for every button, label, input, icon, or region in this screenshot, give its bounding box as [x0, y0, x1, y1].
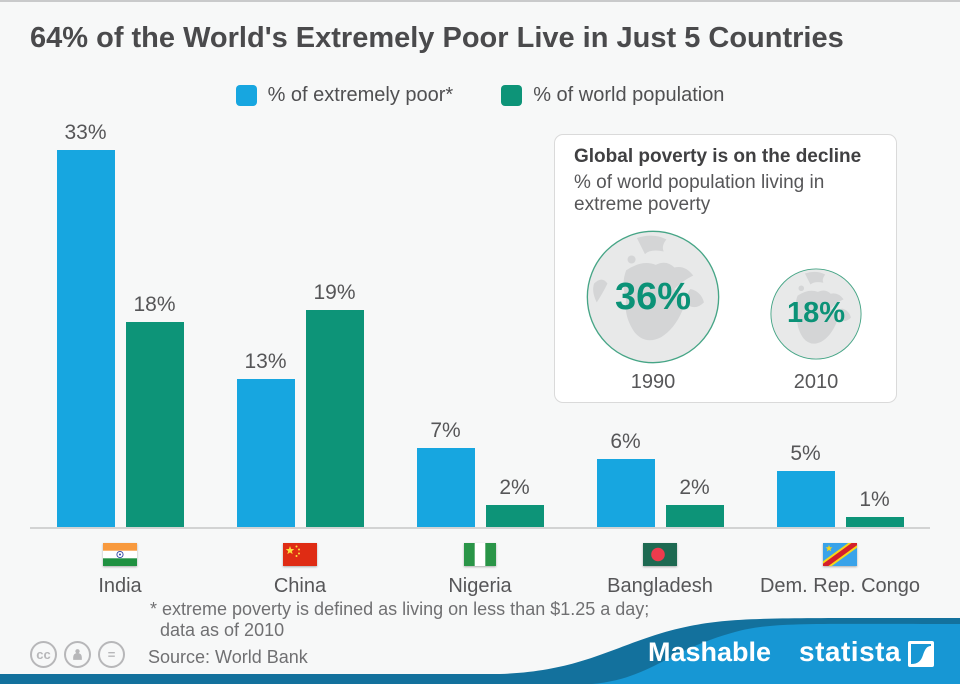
bar-value-india-extremely-poor: 33%: [64, 121, 107, 144]
bar-india-extremely-poor: [56, 150, 115, 528]
globe-2010: 18%: [770, 268, 862, 360]
dr-congo-flag-icon: [823, 543, 857, 566]
statista-wordmark[interactable]: statista: [799, 636, 902, 667]
inset-title: Global poverty is on the decline: [574, 146, 862, 167]
bar-group-bangladesh: 6% 2%: [596, 0, 724, 528]
country-label: Dem. Rep. Congo: [759, 575, 921, 597]
poverty-rate-2010: 18%: [786, 297, 846, 329]
legend-label-extremely-poor: % of extremely poor*: [267, 84, 454, 106]
country-cell-congo: Dem. Rep. Congo: [755, 543, 925, 598]
china-flag-icon: [283, 543, 317, 566]
country-label: India: [98, 575, 142, 597]
country-label: Nigeria: [448, 575, 512, 597]
country-cell-china: China: [215, 543, 385, 598]
bar-value-nigeria-extremely-poor: 7%: [430, 418, 461, 442]
bar-value-india-world-population: 18%: [133, 292, 176, 316]
legend-item-extremely-poor: % of extremely poor*: [235, 84, 454, 107]
bar-nigeria-world-population: [485, 505, 544, 528]
source-label: Source: World Bank: [148, 647, 308, 667]
bar-china-extremely-poor: [236, 379, 295, 528]
legend-swatch-green: [501, 85, 523, 106]
bar-nigeria-extremely-poor: [416, 447, 475, 528]
country-label: China: [273, 575, 327, 597]
bar-value-china-world-population: 19%: [313, 281, 356, 305]
country-cell-bangladesh: Bangladesh: [575, 543, 745, 598]
cc-by-icon[interactable]: [64, 641, 91, 668]
page-title: 64% of the World's Extremely Poor Live i…: [30, 22, 844, 54]
bar-value-nigeria-world-population: 2%: [499, 476, 530, 500]
chart-legend: % of extremely poor* % of world populati…: [0, 84, 960, 107]
legend-label-world-population: % of world population: [533, 84, 725, 106]
top-border: [0, 0, 960, 2]
bar-bangladesh-extremely-poor: [596, 459, 655, 528]
country-cell-india: India: [35, 543, 205, 598]
bar-value-bangladesh-world-population: 2%: [679, 476, 710, 500]
legend-item-world-population: % of world population: [501, 84, 724, 107]
india-flag-icon: [103, 543, 137, 566]
poverty-rate-1990: 36%: [614, 276, 692, 318]
license-badges[interactable]: cc =: [30, 641, 125, 668]
footnote-line2: data as of 2010: [160, 620, 285, 640]
bar-group-nigeria: 7% 2%: [416, 0, 544, 528]
globe-icon: [586, 230, 720, 364]
year-label-1990: 1990: [630, 371, 676, 393]
inset-subtitle: % of world population living in extreme …: [574, 172, 825, 215]
year-label-2010: 2010: [793, 371, 839, 393]
bar-chart: 33% 18% 13% 19% 7% 2% 6% 2% 5% 1%: [30, 0, 930, 529]
cc-icon[interactable]: cc: [30, 641, 57, 668]
bar-value-bangladesh-extremely-poor: 6%: [610, 430, 641, 454]
bar-group-china: 13% 19%: [236, 0, 364, 528]
footnote-line1: * extreme poverty is defined as living o…: [150, 599, 650, 619]
nigeria-flag-icon: [464, 543, 496, 566]
bar-group-congo: 5% 1%: [776, 0, 904, 528]
x-axis-line: [30, 527, 930, 529]
bar-india-world-population: [125, 321, 184, 528]
footer-wave: [0, 617, 960, 684]
person-icon: [73, 649, 82, 660]
bangladesh-flag-icon: [643, 543, 677, 566]
bar-congo-extremely-poor: [776, 470, 835, 528]
bar-value-congo-world-population: 1%: [859, 487, 890, 511]
bar-group-india: 33% 18%: [56, 0, 184, 528]
bar-congo-world-population: [845, 516, 904, 528]
cc-nd-icon[interactable]: =: [98, 641, 125, 668]
legend-swatch-blue: [235, 85, 257, 106]
inset-global-poverty-card: Global poverty is on the decline % of wo…: [554, 134, 897, 403]
bar-china-world-population: [305, 310, 364, 528]
statista-logo-icon[interactable]: [908, 641, 934, 667]
bar-value-congo-extremely-poor: 5%: [790, 441, 821, 465]
globe-icon: [770, 268, 862, 360]
bar-bangladesh-world-population: [665, 505, 724, 528]
country-label: Bangladesh: [607, 575, 713, 597]
bar-value-china-extremely-poor: 13%: [244, 350, 287, 374]
mashable-logo[interactable]: Mashable: [648, 637, 772, 667]
country-cell-nigeria: Nigeria: [395, 543, 565, 598]
globe-1990: 36%: [586, 230, 720, 364]
